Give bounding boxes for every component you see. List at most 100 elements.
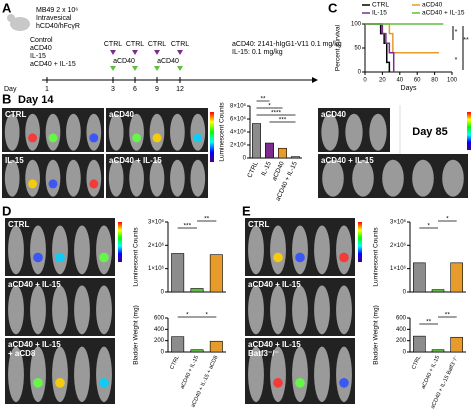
- y-tick-label: 50: [354, 46, 361, 52]
- image-label: aCD40: [109, 110, 134, 119]
- mouse: [314, 285, 330, 335]
- imaging-panel: [245, 278, 355, 336]
- mouse: [45, 113, 61, 151]
- signal-blob: [339, 252, 349, 263]
- mouse: [25, 113, 40, 151]
- significance: ***: [184, 223, 192, 230]
- x-tick-label: 80: [431, 78, 438, 84]
- bar: [413, 335, 426, 353]
- significance: **: [204, 216, 210, 223]
- mouse: [4, 159, 20, 197]
- dose-marker: [110, 66, 116, 71]
- dose-text: IL-15: 0.1 mg/kg: [232, 49, 283, 56]
- signal-blob: [33, 378, 43, 388]
- signal-blob: [273, 252, 283, 263]
- y-tick-label: 200: [396, 338, 407, 344]
- mouse: [248, 285, 264, 335]
- mouse: [129, 159, 144, 197]
- y-tick-label: 600: [396, 316, 407, 322]
- mouse-icon: [10, 17, 30, 31]
- y-axis-label: Bladder Weight (mg): [133, 305, 140, 365]
- y-axis-label: Percent survival: [335, 24, 342, 71]
- mouse: [314, 346, 330, 403]
- mouse: [74, 346, 90, 403]
- mouse: [336, 346, 352, 403]
- dose-marker: [177, 66, 183, 71]
- dose-marker: [177, 50, 183, 55]
- image-label: aCD40 + IL-15 Batf3⁻/⁻: [248, 340, 301, 358]
- x-axis-label: Days: [401, 85, 417, 92]
- image-label: aCD40 + IL-15: [8, 280, 61, 289]
- y-tick-label: 6×10⁶: [230, 116, 247, 123]
- mouse: [52, 346, 68, 403]
- mouse: [270, 346, 286, 403]
- signal-blob: [48, 133, 58, 143]
- image-label: IL-15: [5, 156, 24, 165]
- bar: [278, 147, 287, 159]
- signal-blob: [132, 133, 142, 143]
- x-tick-label: IL-15: [260, 160, 273, 177]
- bar: [431, 289, 445, 293]
- survival-line: [365, 23, 439, 54]
- color-bar: [467, 112, 471, 150]
- group-legend: IL-15: [30, 53, 46, 60]
- signal-blob: [55, 378, 65, 388]
- image-label: aCD40: [321, 110, 346, 119]
- imaging-panel: [5, 218, 115, 276]
- panel-letter: D: [2, 203, 11, 218]
- survival-line: [365, 23, 395, 72]
- mouse: [96, 225, 112, 275]
- dose-marker: [110, 50, 116, 55]
- mouse: [96, 346, 112, 403]
- legend-label: aCD40: [422, 2, 443, 9]
- x-tick-label: 20: [379, 78, 386, 84]
- y-axis-label: Bladder Weight (mg): [373, 305, 380, 365]
- dose-label: CTRL: [126, 41, 144, 48]
- panel-letter: B: [2, 91, 11, 106]
- signal-blob: [28, 133, 38, 143]
- mouse: [314, 225, 330, 275]
- signal-blob: [89, 133, 99, 143]
- y-tick-label: 0: [243, 156, 247, 162]
- image-label: aCD40 + IL-15 + aCD8: [8, 340, 61, 358]
- significance: **: [426, 319, 432, 326]
- signal-blob: [89, 179, 99, 189]
- y-tick-label: 0: [403, 350, 407, 356]
- group-legend: aCD40 + IL-15: [30, 61, 76, 68]
- day-tick: 1: [45, 86, 49, 93]
- y-tick-label: 3×10⁶: [390, 219, 407, 226]
- dose-label: CTRL: [104, 41, 122, 48]
- mouse: [8, 346, 24, 403]
- day-tick: 3: [111, 86, 115, 93]
- x-tick-label: 100: [447, 78, 458, 84]
- imaging-panel: [318, 108, 390, 152]
- dose-text: aCD40: 2141-hIgG1-V11 0.1 mg/kg: [232, 41, 342, 48]
- mouse: [25, 159, 40, 197]
- panel-letter: A: [2, 0, 12, 15]
- mouse: [108, 113, 124, 151]
- y-tick-label: 200: [154, 338, 165, 344]
- dose-label: CTRL: [148, 41, 166, 48]
- image-label: aCD40 + IL-15: [321, 156, 374, 165]
- dose-label: CTRL: [171, 41, 189, 48]
- y-tick-label: 400: [154, 327, 165, 333]
- mouse: [382, 159, 404, 197]
- mouse: [30, 285, 46, 335]
- color-bar: [118, 222, 122, 262]
- imaging-panel: [2, 154, 104, 198]
- x-tick-label: 0: [363, 78, 367, 84]
- imaging-panel: [318, 154, 468, 198]
- day-label: Day: [4, 86, 17, 93]
- timeline-arrow: [312, 77, 318, 83]
- dose-label: aCD40: [113, 58, 135, 65]
- bar: [190, 288, 204, 293]
- bar: [291, 156, 300, 159]
- model-text: Intravesical: [36, 15, 72, 22]
- significance: *: [186, 312, 189, 319]
- y-tick-label: 600: [154, 316, 165, 322]
- mouse: [74, 225, 90, 275]
- legend-label: IL-15: [372, 10, 387, 17]
- y-tick-label: 2×10⁶: [230, 142, 247, 149]
- imaging-panel: [245, 338, 355, 404]
